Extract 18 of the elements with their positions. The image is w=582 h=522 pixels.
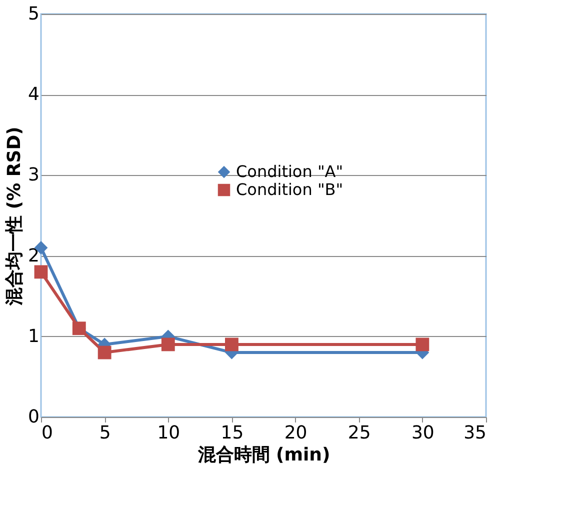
y-tick-label: 3 (28, 164, 40, 186)
y-tick-label: 2 (28, 245, 40, 266)
y-tick-label: 5 (28, 4, 40, 24)
x-tick-label: 25 (348, 422, 371, 444)
x-tick-label: 0 (42, 422, 53, 444)
x-tick-label: 5 (99, 422, 111, 444)
y-tick-label: 4 (28, 84, 40, 106)
y-tick-label: 0 (28, 406, 40, 428)
x-tick-label: 20 (284, 422, 308, 444)
x-tick-label: 15 (220, 422, 244, 444)
x-tick-label: 10 (157, 422, 180, 444)
legend-label: Condition "B" (236, 180, 344, 199)
x-tick-label: 35 (464, 422, 486, 444)
x-axis-title: 混合時間 (min) (196, 444, 330, 466)
x-tick-label: 30 (411, 422, 434, 444)
y-tick-label: 1 (28, 326, 40, 347)
legend-label: Condition "A" (236, 162, 344, 181)
y-axis-title: 混合均一性 (% RSD) (4, 126, 26, 306)
